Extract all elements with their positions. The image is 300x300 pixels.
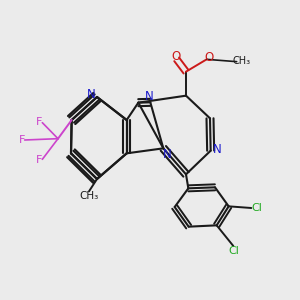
Text: Cl: Cl bbox=[228, 246, 239, 256]
Text: CH₃: CH₃ bbox=[80, 191, 99, 201]
Text: N: N bbox=[145, 90, 154, 103]
Text: N: N bbox=[163, 148, 172, 161]
Text: F: F bbox=[36, 155, 43, 165]
Text: Cl: Cl bbox=[251, 203, 262, 213]
Text: O: O bbox=[204, 51, 213, 64]
Text: F: F bbox=[36, 117, 43, 127]
Text: N: N bbox=[213, 143, 222, 156]
Text: O: O bbox=[171, 50, 180, 63]
Text: CH₃: CH₃ bbox=[232, 56, 251, 66]
Text: F: F bbox=[19, 135, 25, 145]
Text: N: N bbox=[87, 88, 95, 101]
